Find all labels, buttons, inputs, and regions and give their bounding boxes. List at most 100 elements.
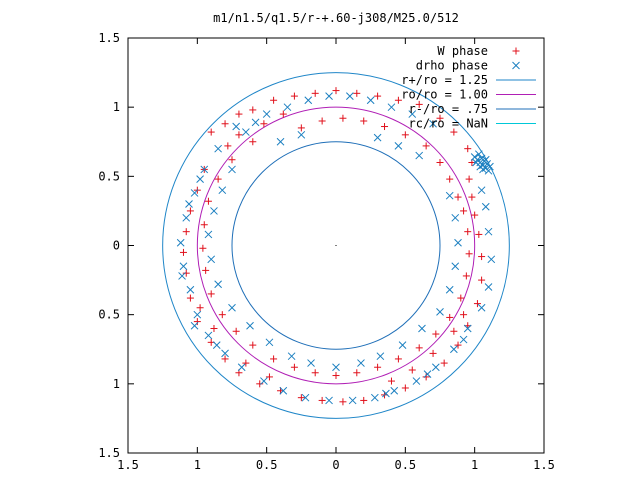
data-point [463, 324, 472, 333]
reference-circle-0 [162, 72, 510, 419]
data-point [478, 276, 486, 284]
data-point [412, 377, 421, 385]
data-point [182, 228, 190, 236]
data-point [182, 269, 190, 277]
data-point [357, 359, 365, 367]
legend-marker-sample [512, 47, 520, 55]
data-point [260, 120, 268, 128]
data-point [415, 344, 423, 352]
data-point [270, 96, 278, 104]
x-tick-label: 0.5 [394, 458, 416, 472]
data-point [339, 398, 347, 406]
data-point [457, 294, 465, 302]
data-point [450, 128, 458, 136]
data-point [279, 386, 288, 395]
data-point [186, 285, 195, 294]
data-point [279, 110, 287, 118]
x-tick-label: 0 [332, 458, 339, 472]
y-tick-label: 0.5 [98, 169, 120, 183]
data-point [301, 393, 310, 402]
data-point [186, 207, 194, 215]
legend-label: r-/ro = .75 [409, 102, 488, 116]
data-point [387, 377, 395, 385]
data-point [471, 211, 479, 219]
data-point [370, 393, 379, 402]
data-point [283, 103, 292, 112]
data-point [297, 124, 305, 132]
data-point [408, 366, 416, 374]
data-point [451, 262, 460, 271]
data-point [311, 89, 319, 97]
data-point [196, 175, 204, 183]
data-point [477, 186, 486, 195]
series-drho-phase [176, 92, 496, 405]
data-point [196, 304, 204, 312]
data-point [446, 313, 454, 321]
data-point [445, 191, 454, 200]
data-point [304, 96, 313, 105]
data-point [486, 162, 494, 171]
chart-title: m1/n1.5/q1.5/r-+.60-j308/M25.0/512 [213, 11, 459, 25]
data-point [415, 151, 424, 160]
data-point [265, 338, 274, 347]
data-point [228, 165, 236, 174]
data-point [307, 359, 315, 367]
data-point [290, 363, 298, 371]
data-point [207, 255, 216, 264]
y-tick-label: 1.5 [98, 446, 120, 460]
reference-circle-2 [231, 141, 441, 350]
data-point [450, 327, 458, 335]
data-point [431, 363, 440, 372]
data-point [218, 311, 226, 319]
data-point [353, 369, 361, 377]
data-point [202, 266, 210, 274]
data-point [465, 250, 473, 258]
y-tick-label: 1 [113, 100, 120, 114]
data-point [276, 137, 285, 146]
data-point [451, 213, 460, 222]
data-point [210, 207, 218, 215]
data-point [360, 396, 368, 404]
data-point [481, 202, 490, 211]
data-point [246, 321, 254, 330]
data-point [401, 384, 409, 392]
data-point [484, 227, 493, 236]
origin-dot [335, 245, 337, 246]
data-point [311, 369, 319, 377]
data-point [445, 285, 454, 294]
data-point [200, 221, 208, 229]
data-point [235, 110, 243, 118]
data-point [186, 294, 194, 302]
data-point [297, 394, 305, 402]
data-point [454, 341, 462, 349]
data-point [481, 155, 490, 164]
y-tick-label: 0.5 [98, 308, 120, 322]
data-point [204, 230, 213, 239]
data-point [290, 92, 298, 100]
data-point [473, 300, 481, 308]
data-point [436, 114, 444, 122]
data-point [474, 150, 483, 159]
data-point [256, 380, 264, 388]
data-point [382, 389, 390, 398]
data-point [210, 325, 218, 332]
y-tick-label: 1 [113, 377, 120, 391]
legend-label: r+/ro = 1.25 [401, 73, 488, 87]
legend-label: ro/ro = 1.00 [401, 88, 488, 102]
data-point [366, 96, 375, 105]
legend-label: W phase [437, 44, 488, 58]
data-point [325, 396, 333, 405]
data-point [235, 131, 243, 139]
data-point [178, 272, 186, 280]
data-point [265, 373, 273, 381]
data-point [450, 345, 458, 354]
data-point [237, 363, 246, 372]
data-point [487, 255, 496, 264]
data-point [249, 341, 257, 349]
data-point [460, 207, 468, 215]
data-point [199, 244, 207, 252]
data-point [436, 159, 444, 166]
data-point [468, 193, 476, 201]
data-point [423, 370, 432, 379]
